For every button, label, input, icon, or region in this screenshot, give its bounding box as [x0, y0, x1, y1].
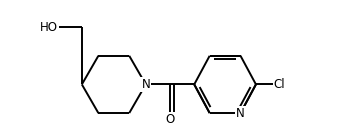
- Text: N: N: [236, 107, 245, 120]
- Text: O: O: [165, 113, 175, 126]
- Text: Cl: Cl: [274, 78, 285, 91]
- Text: N: N: [141, 78, 150, 91]
- Text: HO: HO: [40, 21, 57, 34]
